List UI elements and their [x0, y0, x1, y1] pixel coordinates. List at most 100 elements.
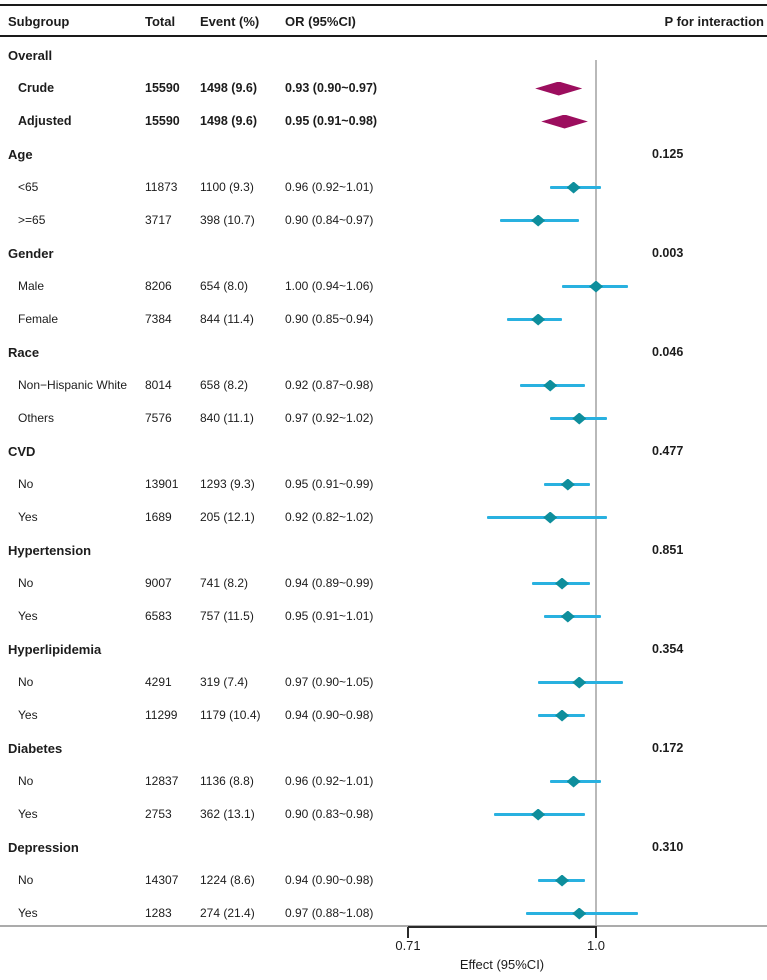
point-estimate-diamond	[566, 775, 581, 788]
row-label: Race	[8, 345, 40, 360]
row-or-value: 0.90 (0.83~0.98)	[285, 807, 374, 821]
row-or-value: 1.00 (0.94~1.06)	[285, 279, 374, 293]
row-total-value: 12837	[145, 774, 179, 788]
reference-line	[595, 60, 597, 926]
column-header-or: OR (95%CI)	[285, 14, 356, 29]
item-row: No 14307 1224 (8.6) 0.94 (0.90~0.98)	[0, 864, 767, 897]
row-or-value: 0.96 (0.92~1.01)	[285, 180, 374, 194]
row-total-value: 11299	[145, 708, 178, 722]
row-label: No	[18, 675, 34, 689]
row-total-value: 3717	[145, 213, 172, 227]
point-estimate-diamond	[555, 577, 570, 590]
row-label: Yes	[18, 510, 38, 524]
item-row: No 13901 1293 (9.3) 0.95 (0.91~0.99)	[0, 468, 767, 501]
point-estimate-diamond	[543, 511, 558, 524]
section-row: Hypertension 0.851	[0, 534, 767, 567]
section-row: Age 0.125	[0, 138, 767, 171]
item-row: Yes 2753 362 (13.1) 0.90 (0.83~0.98)	[0, 798, 767, 831]
header-rule	[0, 35, 767, 37]
x-axis-line	[408, 926, 597, 928]
point-estimate-diamond	[531, 808, 546, 821]
row-event-value: 1498 (9.6)	[200, 81, 257, 95]
point-estimate-diamond	[566, 181, 581, 194]
row-or-value: 0.96 (0.92~1.01)	[285, 774, 374, 788]
row-label: Others	[18, 411, 55, 425]
p-interaction-value: 0.310	[652, 840, 684, 854]
point-estimate-diamond	[560, 610, 575, 623]
row-or-value: 0.97 (0.92~1.02)	[285, 411, 374, 425]
row-total-value: 7576	[145, 411, 172, 425]
section-row: Hyperlipidemia 0.354	[0, 633, 767, 666]
row-total-value: 15590	[145, 81, 180, 95]
item-row: No 4291 319 (7.4) 0.97 (0.90~1.05)	[0, 666, 767, 699]
item-row: Yes 6583 757 (11.5) 0.95 (0.91~1.01)	[0, 600, 767, 633]
column-header-event: Event (%)	[200, 14, 260, 29]
row-label: Age	[8, 147, 33, 162]
row-or-value: 0.97 (0.88~1.08)	[285, 906, 374, 920]
point-estimate-diamond	[589, 280, 603, 293]
summary-row: Crude 15590 1498 (9.6) 0.93 (0.90~0.97)	[0, 72, 767, 105]
row-event-value: 654 (8.0)	[200, 279, 249, 293]
row-or-value: 0.94 (0.90~0.98)	[285, 708, 374, 722]
column-header-subgroup: Subgroup	[8, 14, 70, 29]
row-or-value: 0.97 (0.90~1.05)	[285, 675, 374, 689]
point-estimate-diamond	[560, 478, 575, 491]
row-total-value: 8014	[145, 378, 172, 392]
row-total-value: 4291	[145, 675, 172, 689]
bottom-rule	[0, 925, 767, 927]
row-label: Hypertension	[8, 543, 92, 558]
row-event-value: 1179 (10.4)	[200, 708, 261, 722]
row-label: No	[18, 873, 34, 887]
row-total-value: 9007	[145, 576, 172, 590]
top-rule	[0, 4, 767, 6]
row-label: Overall	[8, 48, 53, 63]
row-event-value: 1293 (9.3)	[200, 477, 255, 491]
section-row: Race 0.046	[0, 336, 767, 369]
row-or-value: 0.92 (0.87~0.98)	[285, 378, 374, 392]
row-label: Male	[18, 279, 45, 293]
row-event-value: 1136 (8.8)	[200, 774, 254, 788]
p-interaction-value: 0.477	[652, 444, 684, 458]
item-row: Yes 1689 205 (12.1) 0.92 (0.82~1.02)	[0, 501, 767, 534]
item-row: Female 7384 844 (11.4) 0.90 (0.85~0.94)	[0, 303, 767, 336]
section-row: Depression 0.310	[0, 831, 767, 864]
section-row: CVD 0.477	[0, 435, 767, 468]
row-or-value: 0.90 (0.84~0.97)	[285, 213, 374, 227]
p-interaction-value: 0.851	[652, 543, 684, 557]
row-total-value: 2753	[145, 807, 172, 821]
row-event-value: 1100 (9.3)	[200, 180, 254, 194]
item-row: No 12837 1136 (8.8) 0.96 (0.92~1.01)	[0, 765, 767, 798]
point-estimate-diamond	[555, 709, 570, 722]
row-label: >=65	[18, 213, 46, 227]
p-interaction-value: 0.354	[652, 642, 684, 656]
point-estimate-diamond	[531, 313, 546, 326]
row-total-value: 1283	[145, 906, 172, 920]
row-label: <65	[18, 180, 39, 194]
point-estimate-diamond	[572, 907, 587, 920]
row-label: CVD	[8, 444, 36, 459]
row-total-value: 13901	[145, 477, 179, 491]
point-estimate-diamond	[543, 379, 558, 392]
row-or-value: 0.94 (0.90~0.98)	[285, 873, 374, 887]
row-total-value: 1689	[145, 510, 172, 524]
item-row: No 9007 741 (8.2) 0.94 (0.89~0.99)	[0, 567, 767, 600]
row-total-value: 14307	[145, 873, 179, 887]
summary-row: Adjusted 15590 1498 (9.6) 0.95 (0.91~0.98)	[0, 105, 767, 138]
item-row: Yes 11299 1179 (10.4) 0.94 (0.90~0.98)	[0, 699, 767, 732]
row-total-value: 7384	[145, 312, 172, 326]
row-or-value: 0.95 (0.91~0.98)	[285, 114, 378, 128]
column-header-total: Total	[145, 14, 176, 29]
row-or-value: 0.92 (0.82~1.02)	[285, 510, 374, 524]
row-or-value: 0.95 (0.91~0.99)	[285, 477, 374, 491]
p-interaction-value: 0.046	[652, 345, 684, 359]
column-header-p-interaction: P for interaction	[664, 14, 764, 29]
row-label: Yes	[18, 609, 38, 623]
row-event-value: 398 (10.7)	[200, 213, 255, 227]
row-event-value: 658 (8.2)	[200, 378, 249, 392]
section-row: Overall	[0, 39, 767, 72]
p-interaction-value: 0.172	[652, 741, 684, 755]
row-event-value: 1498 (9.6)	[200, 114, 257, 128]
row-or-value: 0.93 (0.90~0.97)	[285, 81, 378, 95]
item-row: Male 8206 654 (8.0) 1.00 (0.94~1.06)	[0, 270, 767, 303]
